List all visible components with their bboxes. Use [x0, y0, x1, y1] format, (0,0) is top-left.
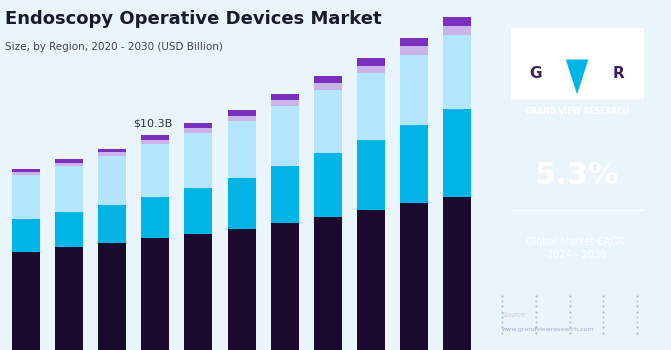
Bar: [142, 238, 169, 350]
Bar: [12, 175, 40, 219]
Bar: [357, 73, 385, 140]
Bar: [227, 229, 256, 350]
Text: www.grandviewresearch.com: www.grandviewresearch.com: [502, 327, 595, 331]
Bar: [142, 135, 169, 140]
Bar: [227, 116, 256, 121]
Bar: [12, 172, 40, 175]
Bar: [227, 110, 256, 116]
Bar: [400, 46, 428, 55]
Text: V: V: [571, 66, 583, 81]
Bar: [314, 83, 342, 90]
Bar: [185, 123, 213, 128]
Text: G: G: [529, 66, 542, 81]
Bar: [270, 94, 299, 100]
Bar: [357, 65, 385, 73]
Bar: [444, 35, 471, 109]
Bar: [270, 106, 299, 166]
Bar: [142, 144, 169, 197]
Bar: [55, 166, 83, 212]
Bar: [98, 243, 126, 350]
Bar: [185, 128, 213, 133]
Bar: [400, 55, 428, 125]
Bar: [314, 90, 342, 153]
Bar: [142, 140, 169, 144]
Text: Size, by Region, 2020 - 2030 (USD Billion): Size, by Region, 2020 - 2030 (USD Billio…: [5, 42, 223, 52]
Bar: [227, 121, 256, 178]
Bar: [444, 197, 471, 350]
Bar: [98, 149, 126, 152]
Bar: [55, 212, 83, 247]
Text: Source:: Source:: [502, 312, 529, 318]
Bar: [12, 252, 40, 350]
Bar: [98, 156, 126, 204]
Bar: [55, 247, 83, 350]
Bar: [12, 219, 40, 252]
Bar: [185, 133, 213, 188]
Bar: [444, 109, 471, 197]
Bar: [314, 217, 342, 350]
Bar: [444, 16, 471, 26]
Text: $10.3B: $10.3B: [134, 119, 172, 129]
Text: 5.3%: 5.3%: [535, 161, 619, 189]
Bar: [444, 26, 471, 35]
Bar: [270, 100, 299, 106]
Bar: [314, 76, 342, 83]
Bar: [357, 58, 385, 65]
Bar: [98, 204, 126, 243]
Bar: [357, 210, 385, 350]
Bar: [400, 203, 428, 350]
Bar: [357, 140, 385, 210]
Bar: [400, 38, 428, 46]
Text: Global Market CAGR,
2024 - 2030: Global Market CAGR, 2024 - 2030: [526, 237, 628, 260]
Bar: [270, 223, 299, 350]
Bar: [98, 152, 126, 156]
Bar: [400, 125, 428, 203]
Bar: [55, 162, 83, 166]
Text: R: R: [613, 66, 624, 81]
Bar: [55, 160, 83, 162]
Text: GRAND VIEW RESEARCH: GRAND VIEW RESEARCH: [525, 107, 629, 117]
Bar: [142, 197, 169, 238]
FancyBboxPatch shape: [511, 28, 643, 98]
Bar: [185, 188, 213, 234]
Bar: [314, 153, 342, 217]
Bar: [227, 178, 256, 229]
Polygon shape: [566, 60, 588, 94]
Text: Endoscopy Operative Devices Market: Endoscopy Operative Devices Market: [5, 10, 381, 28]
Bar: [12, 169, 40, 172]
Bar: [270, 166, 299, 223]
Bar: [185, 234, 213, 350]
